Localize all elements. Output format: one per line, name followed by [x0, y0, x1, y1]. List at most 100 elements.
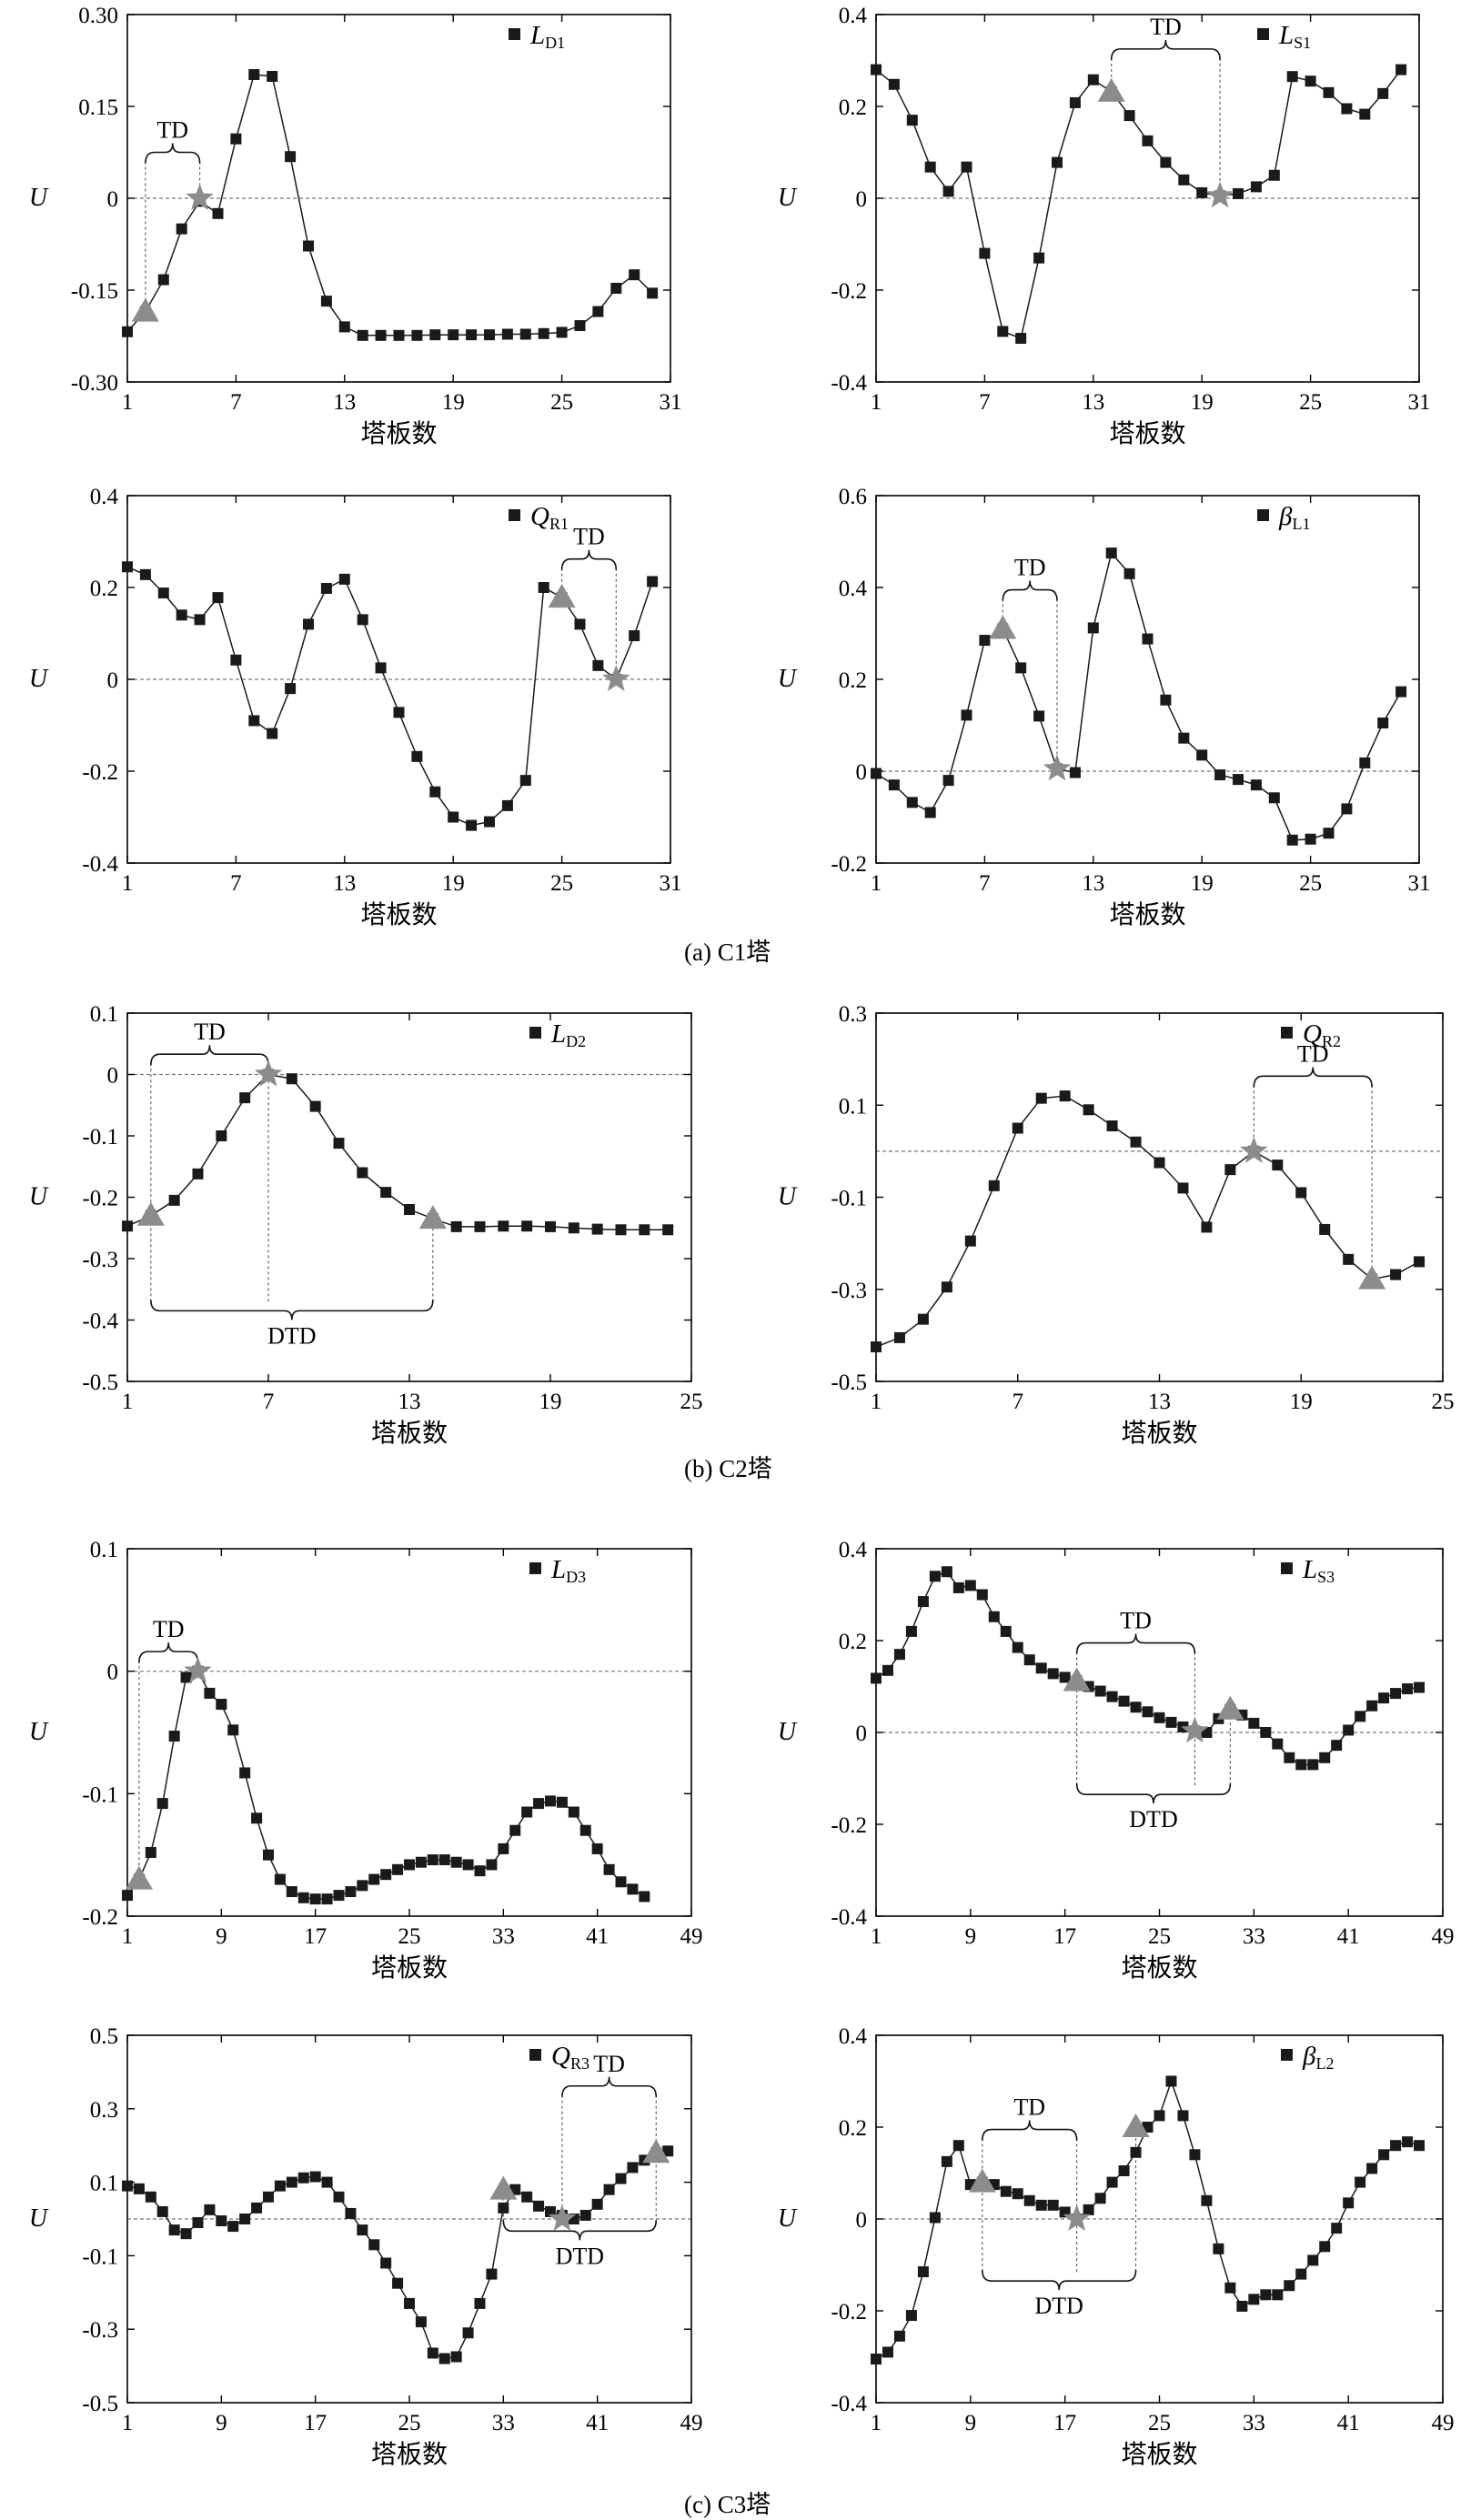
x-axis-title: 塔板数: [1121, 1418, 1197, 1448]
data-point: [1033, 252, 1045, 264]
data-point: [427, 2347, 438, 2359]
data-point: [1106, 2176, 1118, 2188]
data-point: [450, 1856, 462, 1868]
legend-subscript: S1: [1294, 34, 1311, 52]
triangle-marker: [125, 1865, 153, 1890]
data-point: [1323, 86, 1335, 98]
x-tick-label: 7: [263, 1390, 275, 1414]
x-tick-label: 31: [660, 390, 682, 415]
data-point: [615, 1876, 627, 1888]
series-line: [875, 69, 1402, 340]
annotation-label: DTD: [1034, 2293, 1083, 2319]
data-point: [230, 654, 242, 666]
data-point: [145, 2191, 156, 2203]
data-point: [1069, 767, 1081, 778]
y-tick-label: -0.2: [82, 760, 118, 785]
data-point: [450, 2351, 462, 2363]
data-point: [1390, 1269, 1402, 1280]
data-point: [519, 775, 531, 787]
y-tick-label: 0: [107, 187, 119, 212]
data-point: [1305, 75, 1316, 87]
x-tick-label: 33: [1243, 2411, 1265, 2435]
data-point: [574, 618, 586, 630]
data-point: [1250, 779, 1262, 791]
data-point: [333, 1890, 345, 1902]
triangle-marker: [136, 1201, 165, 1226]
data-point: [204, 2204, 216, 2215]
data-point: [1094, 1685, 1106, 1697]
data-point: [629, 630, 640, 642]
data-point: [917, 1313, 929, 1325]
x-tick-label: 19: [539, 1390, 562, 1414]
data-point: [961, 161, 972, 173]
data-point: [303, 240, 314, 252]
data-point: [952, 1581, 964, 1593]
star-marker: [1181, 1716, 1209, 1743]
data-point: [122, 561, 133, 573]
x-tick-label: 19: [1290, 1390, 1313, 1414]
data-point: [438, 1854, 450, 1866]
x-axis-title: 塔板数: [1121, 2439, 1197, 2469]
y-tick-label: -0.5: [831, 1370, 867, 1395]
data-point: [538, 582, 549, 593]
series-line: [875, 1095, 1420, 1348]
data-point: [929, 2212, 941, 2224]
data-point: [501, 799, 513, 811]
triangle-marker: [642, 2139, 670, 2164]
x-tick-label: 25: [1148, 2411, 1171, 2435]
data-point: [466, 329, 478, 341]
data-point: [639, 1224, 650, 1236]
data-point: [320, 583, 332, 595]
x-tick-label: 19: [1191, 871, 1214, 896]
legend-label: βL1: [1278, 502, 1310, 533]
data-point: [333, 2191, 345, 2203]
y-tick-label: 0: [107, 668, 119, 693]
y-axis-title: U: [778, 184, 798, 212]
x-tick-label: 33: [1243, 1924, 1265, 1949]
data-point: [1233, 187, 1244, 199]
data-point: [627, 1883, 639, 1895]
annotation-brace: [982, 2120, 1078, 2141]
x-tick-label: 25: [1432, 1390, 1455, 1414]
data-point: [979, 635, 991, 647]
annotation-group: TD: [138, 1616, 199, 1880]
legend-marker: [509, 509, 520, 521]
y-axis-title: U: [778, 2204, 798, 2233]
data-point: [893, 2330, 905, 2342]
data-point: [1377, 87, 1389, 99]
annotation-brace: [1075, 1783, 1232, 1804]
data-point: [448, 811, 459, 823]
data-point: [333, 1138, 345, 1150]
star-marker: [1043, 754, 1072, 781]
data-point: [1177, 1182, 1189, 1194]
chart-c1-ld1: 1 7 13 19 25 31 -0.30 -0.15 0 0.15 0.30 塔板数 U TD LD1: [29, 4, 682, 448]
data-point: [145, 1846, 156, 1858]
data-point: [1295, 1187, 1307, 1199]
data-point: [521, 1806, 533, 1818]
data-point: [429, 786, 441, 798]
star-marker: [1205, 181, 1234, 208]
data-point: [309, 2171, 321, 2183]
annotation-group: TD: [1110, 14, 1221, 196]
data-point: [1260, 2289, 1272, 2301]
y-tick-label: -0.2: [831, 2300, 867, 2324]
data-point: [411, 329, 423, 341]
legend-subscript: D3: [566, 1568, 586, 1586]
data-point: [942, 775, 954, 787]
data-point: [1319, 1223, 1331, 1235]
data-point: [1343, 1253, 1355, 1265]
data-point: [1319, 1752, 1331, 1763]
data-point: [357, 1880, 368, 1892]
annotation-brace: [560, 549, 618, 570]
x-tick-label: 25: [1299, 390, 1322, 415]
data-point: [375, 662, 387, 674]
caption-b: (b) C2塔: [684, 1455, 772, 1482]
data-point: [533, 1798, 545, 1810]
legend-marker: [509, 28, 520, 40]
data-point: [267, 728, 278, 739]
data-point: [533, 2200, 545, 2212]
series-line: [875, 551, 1402, 841]
data-point: [871, 768, 882, 779]
data-point: [192, 2217, 204, 2229]
x-tick-label: 9: [965, 2411, 977, 2435]
